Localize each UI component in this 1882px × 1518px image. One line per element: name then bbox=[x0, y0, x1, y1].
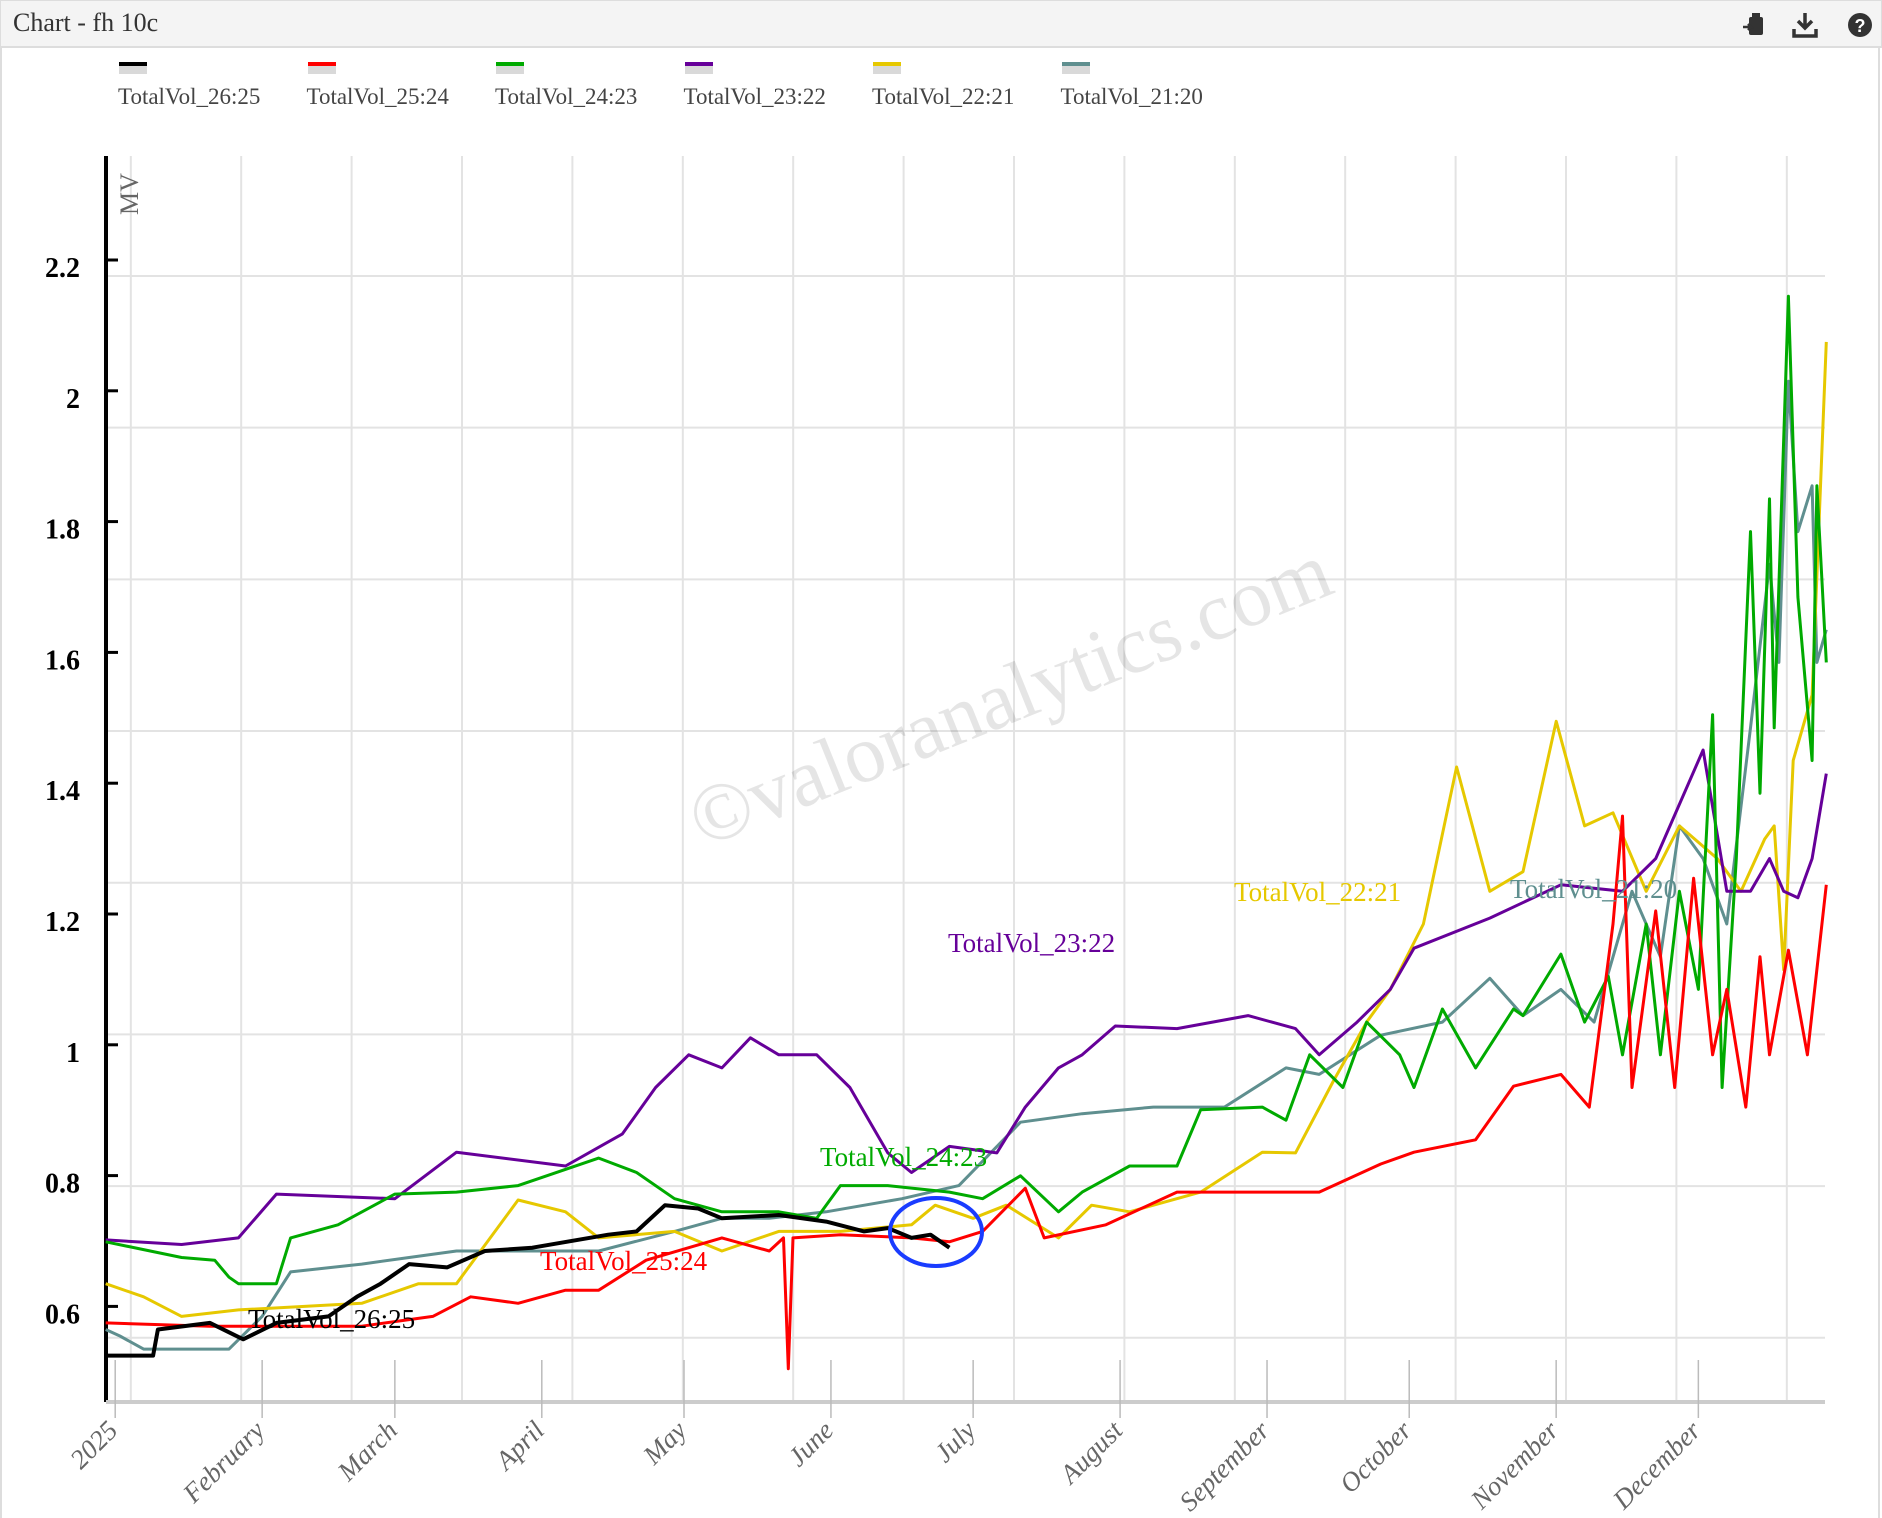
series-line-totalvol-26-25 bbox=[105, 1203, 951, 1358]
legend-label: TotalVol_24:23 bbox=[495, 84, 638, 109]
x-tick-label: June bbox=[782, 1415, 839, 1472]
legend-swatch bbox=[119, 62, 147, 74]
series-inline-label: TotalVol_23:22 bbox=[948, 928, 1115, 958]
x-tick-label: December bbox=[1606, 1415, 1707, 1516]
legend-item[interactable]: TotalVol_25:24 bbox=[307, 62, 449, 109]
series-inline-label: TotalVol_26:25 bbox=[248, 1304, 415, 1334]
x-tick-label: April bbox=[488, 1415, 550, 1477]
chart-title: Chart - fh 10c bbox=[13, 8, 159, 37]
series-inline-label: TotalVol_25:24 bbox=[540, 1246, 708, 1276]
legend-swatch bbox=[307, 62, 336, 74]
legend-item[interactable]: TotalVol_26:25 bbox=[118, 62, 260, 109]
x-tick-label: March bbox=[331, 1415, 403, 1487]
watermark: ©valoranalytics.com bbox=[676, 524, 1344, 865]
legend-item[interactable]: TotalVol_22:21 bbox=[872, 62, 1014, 109]
chart-header: Chart - fh 10c ? bbox=[0, 0, 1882, 48]
x-tick-label: August bbox=[1053, 1414, 1130, 1491]
y-tick-label: 1 bbox=[66, 1038, 80, 1069]
legend-label: TotalVol_23:22 bbox=[683, 84, 826, 109]
legend-label: TotalVol_25:24 bbox=[306, 84, 449, 109]
download-icon[interactable] bbox=[1791, 11, 1819, 39]
y-axis-label: MV bbox=[115, 173, 144, 215]
series-line-totalvol-24-23 bbox=[105, 294, 1828, 1286]
y-tick-label: 1.6 bbox=[45, 645, 80, 676]
y-tick-label: 1.2 bbox=[45, 907, 80, 938]
y-tick-label: 0.8 bbox=[45, 1169, 80, 1200]
legend-item[interactable]: TotalVol_21:20 bbox=[1061, 62, 1203, 109]
y-tick-label: 2.2 bbox=[45, 253, 80, 284]
series-line-totalvol-21-20 bbox=[105, 379, 1828, 1351]
x-tick-label: September bbox=[1173, 1415, 1275, 1517]
x-tick-label: October bbox=[1334, 1415, 1418, 1499]
legend-swatch bbox=[684, 62, 713, 74]
y-tick-label: 1.8 bbox=[45, 515, 80, 546]
legend-label: TotalVol_21:20 bbox=[1060, 84, 1203, 109]
y-tick-label: 2 bbox=[66, 384, 80, 415]
x-tick-label: 2025 bbox=[64, 1415, 123, 1474]
legend-swatch bbox=[496, 62, 524, 74]
series-inline-label: TotalVol_24:23 bbox=[820, 1142, 987, 1172]
legend-item[interactable]: TotalVol_23:22 bbox=[684, 62, 826, 109]
series-line-totalvol-25-24 bbox=[105, 814, 1828, 1371]
series-line-totalvol-22-21 bbox=[105, 341, 1828, 1318]
x-tick-label: November bbox=[1464, 1415, 1565, 1516]
highlight-circle bbox=[888, 1196, 984, 1268]
y-tick-label: 0.6 bbox=[45, 1299, 80, 1330]
legend-label: TotalVol_22:21 bbox=[872, 84, 1015, 109]
series-line-totalvol-23-22 bbox=[105, 748, 1828, 1246]
y-tick-label: 1.4 bbox=[45, 776, 80, 807]
save-icon[interactable] bbox=[1741, 11, 1769, 39]
legend-item[interactable]: TotalVol_24:23 bbox=[495, 62, 637, 109]
x-tick-label: February bbox=[176, 1415, 270, 1509]
x-tick-label: July bbox=[928, 1415, 981, 1468]
series-inline-label: TotalVol_22:21 bbox=[1234, 877, 1401, 907]
legend-swatch bbox=[873, 62, 901, 74]
help-icon[interactable]: ? bbox=[1846, 11, 1874, 39]
legend-swatch bbox=[1061, 62, 1090, 74]
x-tick-label: May bbox=[636, 1415, 692, 1471]
legend-label: TotalVol_26:25 bbox=[118, 84, 261, 109]
svg-text:?: ? bbox=[1855, 16, 1866, 36]
chart-frame bbox=[0, 47, 1880, 1518]
series-inline-label: TotalVol_21:20 bbox=[1510, 874, 1677, 904]
